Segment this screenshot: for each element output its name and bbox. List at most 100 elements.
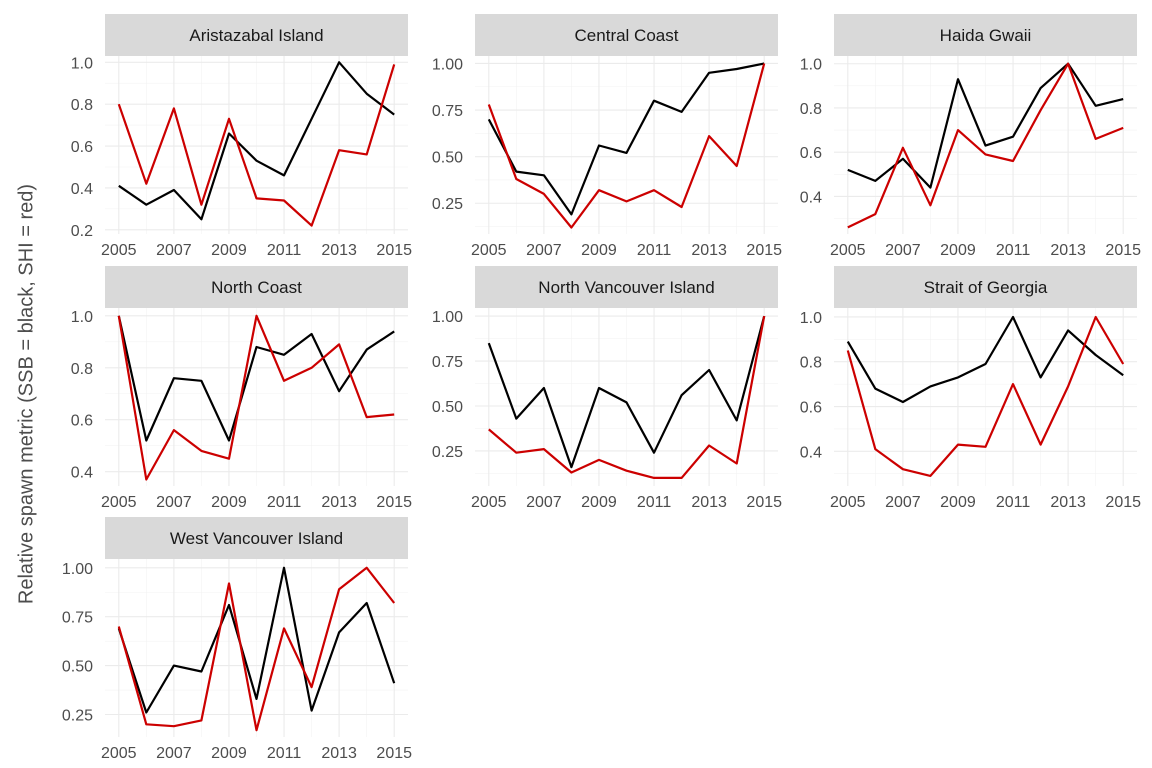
y-tick-label: 1.0	[71, 309, 93, 326]
x-tick-label: 2007	[156, 745, 192, 762]
y-tick-label: 1.0	[800, 57, 822, 74]
panel-title: North Vancouver Island	[538, 278, 714, 297]
y-tick-label: 0.25	[432, 196, 463, 213]
series-line-ssb	[487, 315, 766, 469]
panel-haida-gwaii: Haida Gwaii 2005 2007 2009 2011 2013 2015 0.4 0.…	[800, 14, 1141, 259]
x-tick-label: 2007	[156, 494, 192, 511]
y-tick-label: 1.00	[432, 309, 463, 326]
panel-central-coast: Central Coast 2005 2007 2009 2011 2013 2015 0.2…	[432, 14, 782, 259]
panel-title: Central Coast	[575, 26, 679, 45]
x-tick-label: 2009	[940, 242, 976, 259]
x-tick-label: 2013	[321, 242, 357, 259]
y-tick-label: 0.8	[800, 101, 822, 118]
y-tick-label: 0.6	[71, 413, 93, 430]
x-tick-label: 2005	[830, 494, 866, 511]
panel-strip	[105, 266, 408, 308]
x-tick-label: 2007	[885, 494, 921, 511]
y-tick-label: 0.6	[800, 400, 822, 417]
x-tick-label: 2015	[376, 745, 412, 762]
y-tick-label: 0.6	[71, 139, 93, 156]
series-line-shi	[846, 315, 1125, 477]
y-tick-label: 0.8	[71, 361, 93, 378]
panel-title: Aristazabal Island	[189, 26, 323, 45]
y-tick-label: 1.0	[800, 310, 822, 327]
y-tick-label: 0.50	[432, 399, 463, 416]
x-tick-label: 2005	[471, 242, 507, 259]
series-line-shi	[117, 64, 396, 227]
x-tick-label: 2011	[637, 494, 672, 511]
x-tick-label: 2009	[581, 242, 617, 259]
panel-strip	[834, 14, 1137, 56]
panel-strip	[105, 14, 408, 56]
y-tick-label: 0.75	[432, 103, 463, 120]
series-line-ssb	[117, 315, 395, 442]
x-tick-label: 2009	[211, 242, 247, 259]
x-tick-label: 2015	[1105, 242, 1141, 259]
y-tick-label: 0.4	[71, 181, 93, 198]
y-tick-label: 0.25	[62, 708, 93, 725]
panel-strip	[475, 14, 778, 56]
x-tick-label: 2009	[211, 494, 247, 511]
x-tick-label: 2005	[101, 494, 137, 511]
y-tick-label: 1.00	[62, 561, 93, 578]
panel-west-vancouver-island: West Vancouver Island 2005 2007 2009 2011 201…	[62, 517, 412, 762]
x-tick-label: 2011	[267, 745, 302, 762]
series-line-shi	[487, 63, 766, 229]
y-tick-label: 0.4	[800, 189, 822, 206]
y-tick-label: 0.75	[432, 354, 463, 371]
panel-title: Strait of Georgia	[924, 278, 1048, 297]
y-tick-label: 0.2	[71, 223, 93, 240]
x-tick-label: 2013	[1050, 494, 1086, 511]
x-tick-label: 2011	[996, 242, 1031, 259]
x-tick-label: 2013	[321, 494, 357, 511]
panel-north-vancouver-island: North Vancouver Island 2005 2007 2009 2011 20…	[432, 266, 782, 511]
x-tick-label: 2005	[101, 242, 137, 259]
x-tick-label: 2013	[691, 242, 727, 259]
series-line-ssb	[847, 62, 1124, 189]
x-tick-label: 2011	[267, 242, 302, 259]
x-tick-label: 2015	[376, 494, 412, 511]
y-tick-label: 0.4	[800, 444, 822, 461]
series-line-ssb	[846, 315, 1124, 404]
panel-title: West Vancouver Island	[170, 529, 343, 548]
panel-title: North Coast	[211, 278, 302, 297]
y-tick-label: 0.50	[62, 659, 93, 676]
series-line-shi	[117, 314, 395, 481]
x-tick-label: 2013	[691, 494, 727, 511]
panel-strait-of-georgia: Strait of Georgia 2005 2007 2009 2011 2013 201…	[800, 266, 1141, 511]
x-tick-label: 2015	[376, 242, 412, 259]
x-tick-label: 2007	[526, 494, 562, 511]
x-tick-label: 2009	[940, 494, 976, 511]
x-tick-label: 2011	[996, 494, 1031, 511]
y-tick-label: 1.00	[432, 56, 463, 73]
y-tick-label: 0.8	[71, 97, 93, 114]
x-tick-label: 2009	[581, 494, 617, 511]
series-line-ssb	[117, 566, 396, 714]
x-tick-label: 2015	[1105, 494, 1141, 511]
series-line-shi	[488, 315, 766, 479]
y-tick-label: 0.50	[432, 150, 463, 167]
y-tick-label: 0.6	[800, 145, 822, 162]
x-tick-label: 2013	[1050, 242, 1086, 259]
series-line-shi	[847, 62, 1124, 229]
panel-aristazabal-island: Aristazabal Island 2005 2007 2009 2011 2013 20…	[71, 14, 412, 259]
series-line-shi	[117, 566, 396, 732]
y-tick-label: 0.4	[71, 465, 93, 482]
y-tick-label: 1.0	[71, 55, 93, 72]
y-tick-label: 0.25	[432, 444, 463, 461]
panel-strip	[475, 266, 778, 308]
x-tick-label: 2005	[830, 242, 866, 259]
x-tick-label: 2009	[211, 745, 247, 762]
series-line-ssb	[487, 62, 765, 216]
x-tick-label: 2015	[746, 242, 782, 259]
y-tick-label: 0.8	[800, 355, 822, 372]
x-tick-label: 2007	[156, 242, 192, 259]
series-line-ssb	[118, 61, 395, 221]
panel-strip	[105, 517, 408, 559]
x-tick-label: 2005	[471, 494, 507, 511]
y-tick-label: 0.75	[62, 610, 93, 627]
panel-north-coast: North Coast 2005 2007 2009 2011 2013 2015 0.4 0.…	[71, 266, 412, 511]
x-tick-label: 2013	[321, 745, 357, 762]
x-tick-label: 2015	[746, 494, 782, 511]
